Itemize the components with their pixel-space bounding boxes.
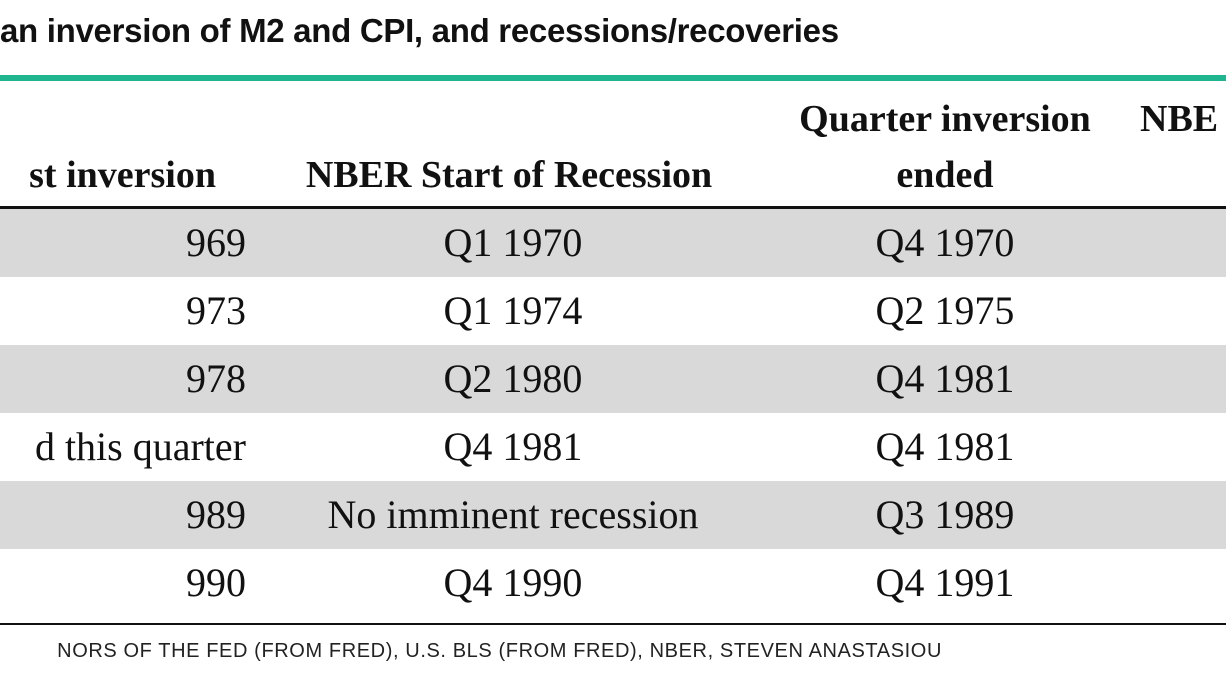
table-row: 969 Q1 1970 Q4 1970	[0, 209, 1226, 277]
chart-title: an inversion of M2 and CPI, and recessio…	[0, 12, 839, 49]
cell-nber-start: Q1 1974	[443, 288, 583, 333]
table-row: 990 Q4 1990 Q4 1991	[0, 549, 1226, 617]
cell-first-inversion: 978	[186, 356, 246, 401]
cell-nber-start: Q1 1970	[443, 220, 583, 265]
column-header-nber-start: NBER Start of Recession	[305, 154, 713, 196]
cell-inversion-ended: Q2 1975	[875, 288, 1015, 333]
column-header-inversion-ended: Quarter inversion ended	[799, 98, 1091, 196]
cell-first-inversion: 973	[186, 288, 246, 333]
cell-inversion-ended: Q4 1981	[875, 424, 1015, 469]
table-header: st inversion NBER Start of Recession Qua…	[0, 81, 1226, 207]
table-row: d this quarter Q4 1981 Q4 1981	[0, 413, 1226, 481]
cell-inversion-ended: Q4 1970	[875, 220, 1015, 265]
table-row: 973 Q1 1974 Q2 1975	[0, 277, 1226, 345]
header-rule	[0, 206, 1226, 209]
cell-first-inversion: 969	[186, 220, 246, 265]
source-note: NORS OF THE FED (FROM FRED), U.S. BLS (F…	[57, 640, 942, 662]
table-row: 989 No imminent recession Q3 1989	[0, 481, 1226, 549]
cell-first-inversion: 990	[186, 560, 246, 605]
cell-inversion-ended: Q3 1989	[875, 492, 1015, 537]
accent-rule	[0, 75, 1226, 81]
cell-nber-start: Q2 1980	[443, 356, 583, 401]
cell-nber-start: Q4 1990	[443, 560, 583, 605]
cell-inversion-ended: Q4 1981	[875, 356, 1015, 401]
cell-nber-start: No imminent recession	[327, 492, 699, 537]
cell-first-inversion: d this quarter	[34, 424, 246, 469]
cell-inversion-ended: Q4 1991	[875, 560, 1015, 605]
cell-first-inversion: 989	[186, 492, 246, 537]
table-bottom-rule	[0, 623, 1226, 625]
table-row: 978 Q2 1980 Q4 1981	[0, 345, 1226, 413]
column-header-nber-end: NBE	[1140, 98, 1219, 140]
data-table: st inversion NBER Start of Recession Qua…	[0, 81, 1226, 626]
cell-nber-start: Q4 1981	[443, 424, 583, 469]
column-header-first-inversion: st inversion	[29, 154, 216, 196]
